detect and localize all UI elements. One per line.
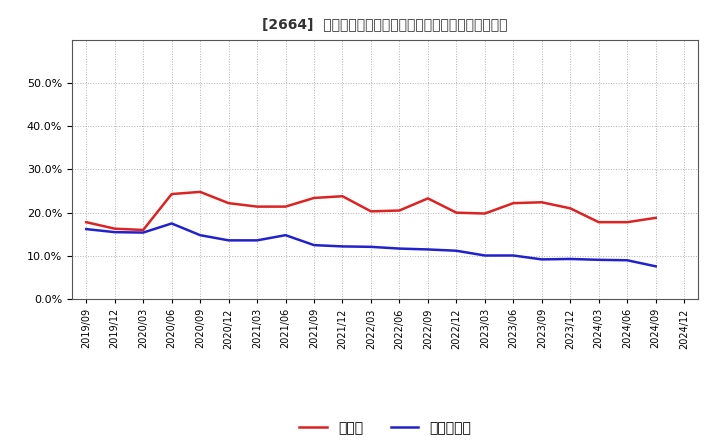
有利子負債 xyxy=(338,244,347,249)
現須金 xyxy=(139,227,148,233)
有利子負債 xyxy=(139,230,148,235)
現須金 xyxy=(253,204,261,209)
有利子負債 xyxy=(509,253,518,258)
有利子負債 xyxy=(623,258,631,263)
現須金 xyxy=(366,209,375,214)
現須金 xyxy=(566,205,575,211)
有利子負債 xyxy=(395,246,404,251)
有利子負債 xyxy=(595,257,603,263)
Title: [2664]  現須金、有利子負債の総資産に対する比率の推移: [2664] 現須金、有利子負債の総資産に対する比率の推移 xyxy=(263,18,508,32)
現須金 xyxy=(282,204,290,209)
有利子負債 xyxy=(452,248,461,253)
現須金 xyxy=(225,201,233,206)
有利子負債 xyxy=(423,247,432,252)
現須金 xyxy=(623,220,631,225)
現須金 xyxy=(196,189,204,194)
現須金 xyxy=(452,210,461,215)
有利子負債 xyxy=(366,244,375,249)
現須金 xyxy=(509,201,518,206)
有利子負債 xyxy=(82,227,91,232)
有利子負債 xyxy=(196,232,204,238)
有利子負債 xyxy=(652,264,660,269)
有利子負債 xyxy=(225,238,233,243)
有利子負債 xyxy=(310,242,318,248)
現須金 xyxy=(395,208,404,213)
有利子負債 xyxy=(282,232,290,238)
有利子負債 xyxy=(167,221,176,226)
Legend: 現須金, 有利子負債: 現須金, 有利子負債 xyxy=(293,415,477,440)
Line: 有利子負債: 有利子負債 xyxy=(86,224,656,266)
現須金 xyxy=(167,191,176,197)
現須金 xyxy=(338,194,347,199)
現須金 xyxy=(480,211,489,216)
現須金 xyxy=(652,215,660,220)
Line: 現須金: 現須金 xyxy=(86,192,656,230)
現須金 xyxy=(423,196,432,201)
有利子負債 xyxy=(253,238,261,243)
有利子負債 xyxy=(566,257,575,262)
現須金 xyxy=(110,226,119,231)
有利子負債 xyxy=(110,230,119,235)
有利子負債 xyxy=(537,257,546,262)
現須金 xyxy=(595,220,603,225)
有利子負債 xyxy=(480,253,489,258)
現須金 xyxy=(82,220,91,225)
現須金 xyxy=(537,200,546,205)
現須金 xyxy=(310,195,318,201)
